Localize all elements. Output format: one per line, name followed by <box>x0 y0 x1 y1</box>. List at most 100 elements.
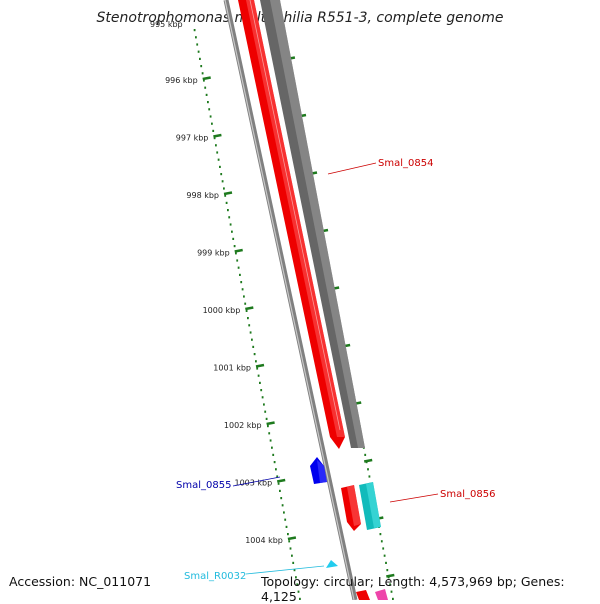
ruler-major-tick <box>245 306 254 311</box>
ruler-tick-label: 1000 kbp <box>203 306 241 315</box>
ruler-minor-tick <box>295 576 297 579</box>
ruler-minor-tick <box>193 29 196 32</box>
ruler-minor-tick <box>201 72 204 75</box>
ruler-minor-tick <box>255 360 257 363</box>
callout-smal-0856 <box>389 493 439 503</box>
ruler-minor-tick <box>253 353 256 356</box>
ruler-minor-tick <box>273 461 276 464</box>
ruler-tick-label: 997 kbp <box>176 134 209 143</box>
ruler-minor-tick <box>293 569 296 572</box>
gene-cyan-block-shade <box>366 482 381 528</box>
gene-smal-0855-shade <box>317 460 327 483</box>
ruler-layer: 995 kbp 996 kbp 997 kbp 998 kbp 999 kbp 1000 … <box>150 20 395 600</box>
ruler-tick-label-partial: 995 kbp <box>150 20 183 29</box>
ruler-minor-tick <box>271 446 273 449</box>
ruler-minor-tick <box>269 439 272 442</box>
ruler-major-tick <box>234 248 243 253</box>
callout-smal-0854 <box>327 162 377 175</box>
ruler-minor-tick <box>299 597 301 600</box>
track-minor-tick <box>385 561 387 564</box>
ruler-minor-tick <box>232 237 235 240</box>
ruler-minor-tick <box>216 151 219 154</box>
ruler-major-tick <box>202 76 211 81</box>
ruler-major-tick <box>287 536 297 541</box>
ruler-minor-tick <box>279 489 281 492</box>
ruler-minor-tick <box>205 93 208 96</box>
ruler-major-tick <box>223 191 233 196</box>
ruler-major-tick <box>255 363 265 368</box>
ruler-tick-label: 996 kbp <box>165 76 198 85</box>
track-minor-tick <box>380 540 383 543</box>
track-major-tick <box>386 573 395 578</box>
ruler-minor-tick <box>289 547 292 550</box>
ruler-minor-tick <box>224 194 227 197</box>
ruler-minor-tick <box>297 590 300 593</box>
ruler-minor-tick <box>212 129 215 132</box>
backbone-line-highlight <box>224 0 355 600</box>
ruler-minor-tick <box>241 288 244 291</box>
ruler-minor-tick <box>220 173 223 176</box>
ruler-minor-tick <box>221 180 224 183</box>
ruler-major-tick <box>266 421 275 426</box>
ruler-minor-tick <box>235 252 237 255</box>
backbone-line <box>223 0 358 600</box>
ruler-minor-tick <box>296 583 299 586</box>
ruler-minor-tick <box>287 533 289 536</box>
ruler-minor-tick <box>204 86 207 89</box>
track-minor-tick <box>386 569 389 572</box>
ruler-minor-tick <box>284 518 287 521</box>
ruler-tick-label: 998 kbp <box>186 191 219 200</box>
ruler-minor-tick <box>231 230 233 233</box>
ruler-minor-tick <box>268 432 271 435</box>
callout-smal-r0032 <box>245 565 325 575</box>
ruler-minor-tick <box>215 144 217 147</box>
ruler-tick-label: 999 kbp <box>197 249 230 258</box>
ruler-minor-tick <box>207 101 209 104</box>
gene-smal-0854-reverse-shade <box>270 0 365 448</box>
ruler-minor-tick <box>267 425 269 428</box>
ruler-minor-tick <box>288 540 291 543</box>
ruler-minor-tick <box>233 245 236 248</box>
ruler-minor-tick <box>252 345 255 348</box>
ruler-minor-tick <box>292 561 295 564</box>
ruler-minor-tick <box>225 201 228 204</box>
gene-label-smal-0854: Smal_0854 <box>378 158 433 169</box>
track-major-tick <box>363 458 373 463</box>
ruler-minor-tick <box>213 137 216 140</box>
ruler-minor-tick <box>259 381 261 384</box>
ruler-minor-tick <box>203 79 205 82</box>
ruler-minor-tick <box>228 216 231 219</box>
ruler-minor-tick <box>291 554 293 557</box>
track-minor-tick <box>383 554 386 557</box>
gene-label-smal-0855: Smal_0855 <box>176 480 231 491</box>
ruler-minor-tick <box>247 317 249 320</box>
ruler-minor-tick <box>277 482 280 485</box>
ruler-major-tick <box>276 478 286 483</box>
ruler-major-tick <box>213 133 222 138</box>
track-minor-tick <box>367 468 369 471</box>
ruler-minor-tick <box>251 338 253 341</box>
ruler-minor-tick <box>276 475 279 478</box>
ruler-minor-tick <box>236 259 239 262</box>
ruler-minor-tick <box>260 389 263 392</box>
gene-red-bottom <box>356 590 370 600</box>
ruler-minor-tick <box>283 511 285 514</box>
ruler-minor-tick <box>197 50 200 53</box>
ruler-tick-label: 1003 kbp <box>234 479 272 488</box>
ruler-minor-tick <box>229 223 232 226</box>
ruler-minor-tick <box>264 410 267 413</box>
ruler-minor-tick <box>211 122 213 125</box>
label-layer: Smal_0854 Smal_0855 Smal_0856 Smal_R0032 <box>176 158 495 582</box>
accession-text: Accession: NC_011071 <box>9 574 152 589</box>
track-minor-tick <box>392 597 394 600</box>
ruler-minor-tick <box>265 417 268 420</box>
ruler-minor-tick <box>261 396 264 399</box>
ruler-minor-tick <box>281 504 284 507</box>
ruler-minor-tick <box>200 65 203 68</box>
backbone-layer <box>223 0 358 600</box>
map-title: Stenotrophomonas maltophilia R551-3, com… <box>96 10 504 26</box>
ruler-minor-tick <box>227 209 229 212</box>
gene-label-smal-0856: Smal_0856 <box>440 489 495 500</box>
track-minor-tick <box>379 533 382 536</box>
ruler-minor-tick <box>243 295 245 298</box>
